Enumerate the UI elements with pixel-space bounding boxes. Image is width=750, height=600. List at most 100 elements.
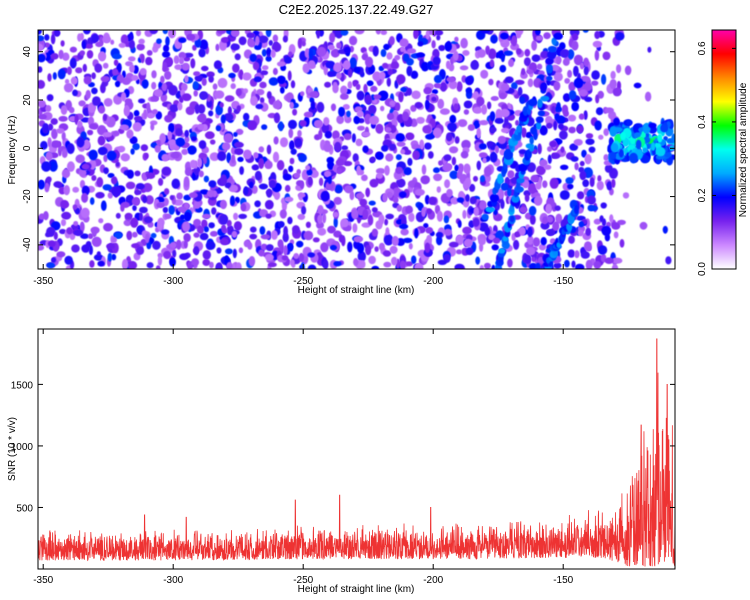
heatmap-cell	[172, 249, 177, 258]
heatmap-cell	[343, 160, 353, 167]
heatmap-cell	[443, 154, 452, 162]
heatmap-cell	[440, 82, 447, 92]
heatmap-cell	[593, 218, 602, 225]
heatmap-cell	[260, 234, 271, 240]
x-tick-label: -150	[553, 575, 573, 586]
heatmap-cell	[400, 46, 405, 53]
heatmap-cell	[385, 213, 395, 220]
heatmap-cell	[272, 34, 279, 43]
heatmap-cell	[206, 99, 213, 108]
heatmap-cell	[61, 168, 71, 179]
heatmap-cell	[60, 105, 68, 115]
heatmap-cell	[503, 50, 514, 56]
heatmap-cell	[479, 265, 484, 269]
heatmap-cell	[478, 152, 488, 159]
heatmap-cell	[394, 54, 401, 61]
heatmap-cell	[192, 80, 199, 90]
heatmap-cell	[228, 72, 236, 79]
heatmap-cell	[526, 69, 534, 75]
heatmap-cell	[58, 49, 64, 60]
heatmap-cell	[587, 195, 596, 205]
heatmap-cell	[535, 35, 544, 41]
heatmap-cell	[372, 45, 379, 57]
heatmap-cell	[389, 245, 398, 254]
heatmap-cell	[211, 207, 217, 215]
heatmap-cell	[324, 130, 333, 139]
heatmap-cell	[390, 61, 400, 70]
heatmap-cell	[142, 195, 148, 204]
heatmap-cell	[103, 167, 109, 175]
heatmap-cell	[278, 121, 284, 132]
heatmap-cell	[197, 123, 205, 131]
heatmap-cell	[50, 53, 59, 60]
heatmap-cell	[500, 199, 505, 209]
heatmap-cell	[504, 148, 513, 160]
heatmap-cell	[340, 30, 349, 36]
heatmap-cell	[568, 81, 576, 92]
heatmap-cell	[450, 197, 459, 205]
heatmap-cell	[239, 166, 245, 175]
heatmap-cell	[546, 216, 554, 223]
heatmap-cell	[424, 242, 431, 254]
heatmap-cell	[53, 181, 63, 188]
heatmap-cell	[497, 173, 504, 184]
heatmap-cell	[271, 230, 278, 240]
heatmap-cell	[547, 154, 552, 164]
heatmap-cell	[128, 39, 135, 50]
heatmap-cell	[399, 260, 406, 269]
heatmap-cell	[175, 128, 183, 137]
heatmap-cell	[187, 145, 197, 155]
heatmap-cell	[143, 216, 153, 224]
heatmap-cell	[362, 209, 369, 220]
heatmap-cell	[175, 239, 182, 250]
heatmap-cell	[488, 48, 497, 60]
heatmap-cell	[140, 54, 145, 64]
heatmap-cell	[146, 112, 156, 119]
heatmap-cell	[535, 121, 542, 130]
heatmap-cell	[527, 183, 537, 194]
heatmap-cell	[297, 213, 306, 220]
heatmap-cell	[254, 44, 262, 51]
heatmap-cell	[150, 123, 155, 131]
heatmap-cell	[69, 46, 77, 53]
heatmap-cell	[603, 154, 609, 161]
heatmap-cell	[97, 135, 106, 146]
heatmap-cell	[334, 141, 342, 153]
heatmap-cell	[111, 186, 122, 197]
heatmap-cell	[399, 38, 409, 48]
heatmap-cell	[444, 179, 451, 189]
heatmap-cell	[255, 103, 264, 110]
heatmap-cell	[626, 119, 632, 126]
heatmap-cell	[568, 90, 577, 100]
heatmap-cell	[381, 145, 389, 152]
heatmap-cell	[293, 253, 300, 259]
heatmap-cell	[242, 72, 252, 81]
heatmap-cell	[323, 170, 332, 178]
heatmap-cell	[89, 197, 95, 205]
heatmap-cell	[305, 165, 311, 171]
heatmap-cell	[365, 187, 371, 198]
heatmap-cell	[380, 49, 387, 57]
heatmap-cell	[249, 233, 258, 240]
heatmap-cell	[571, 33, 579, 41]
heatmap-cell	[485, 206, 495, 213]
heatmap-cell	[369, 115, 380, 125]
heatmap-cell	[567, 49, 575, 60]
heatmap-cell	[472, 106, 483, 114]
heatmap-cell	[378, 71, 386, 80]
heatmap-cell	[528, 205, 537, 216]
heatmap-cell	[453, 103, 459, 111]
heatmap-cell	[562, 58, 570, 66]
heatmap-cell	[339, 93, 349, 100]
heatmap-cell	[103, 222, 113, 232]
heatmap-cell	[499, 32, 509, 40]
heatmap-cell	[111, 236, 118, 243]
heatmap-cell	[161, 229, 170, 235]
heatmap-cell	[78, 100, 86, 107]
heatmap-cell	[323, 117, 330, 126]
heatmap-cell	[124, 212, 133, 220]
heatmap-cell	[320, 242, 329, 253]
heatmap-cell	[504, 116, 509, 126]
heatmap-cell	[46, 176, 52, 183]
heatmap-cell	[583, 81, 593, 92]
